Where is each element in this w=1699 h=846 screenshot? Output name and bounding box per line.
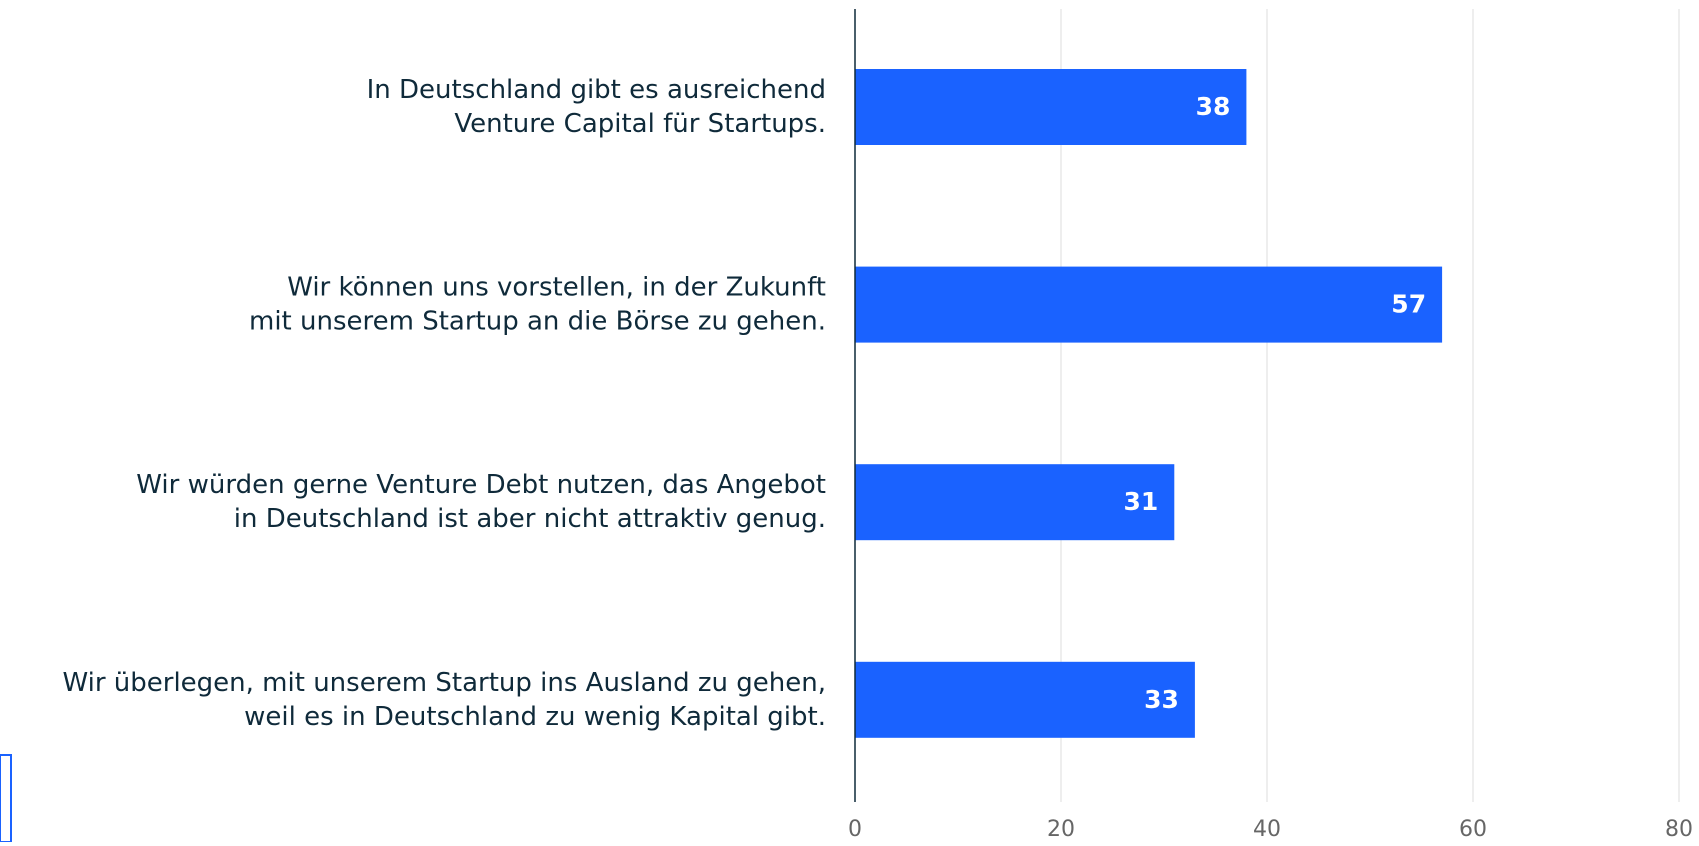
- x-tick-label: 20: [1047, 817, 1075, 842]
- side-frame: [0, 754, 12, 843]
- value-label: 57: [1391, 290, 1426, 319]
- category-label-line: weil es in Deutschland zu wenig Kapital …: [244, 701, 826, 731]
- category-label: Wir können uns vorstellen, in der Zukunf…: [249, 272, 826, 336]
- value-label: 31: [1124, 487, 1159, 516]
- x-tick-label: 80: [1665, 817, 1693, 842]
- bar: [855, 69, 1247, 145]
- bar: [855, 266, 1443, 343]
- x-tick-label: 0: [848, 817, 862, 842]
- x-tick-label: 60: [1459, 817, 1487, 842]
- category-label-line: Wir können uns vorstellen, in der Zukunf…: [287, 272, 826, 302]
- category-label-line: mit unserem Startup an die Börse zu gehe…: [249, 306, 826, 336]
- category-label: Wir überlegen, mit unserem Startup ins A…: [62, 667, 826, 731]
- category-label-line: Venture Capital für Startups.: [454, 109, 826, 139]
- category-label-line: Wir würden gerne Venture Debt nutzen, da…: [136, 470, 826, 500]
- bar: [855, 661, 1195, 738]
- category-label-line: Wir überlegen, mit unserem Startup ins A…: [62, 667, 826, 697]
- category-label-line: in Deutschland ist aber nicht attraktiv …: [234, 504, 826, 534]
- value-label: 33: [1144, 685, 1179, 714]
- category-label: Wir würden gerne Venture Debt nutzen, da…: [136, 470, 826, 534]
- bar: [855, 464, 1175, 541]
- x-tick-label: 40: [1253, 817, 1281, 842]
- category-label-line: In Deutschland gibt es ausreichend: [367, 75, 826, 105]
- value-label: 38: [1196, 92, 1231, 121]
- category-label: In Deutschland gibt es ausreichend Ventur…: [367, 75, 826, 139]
